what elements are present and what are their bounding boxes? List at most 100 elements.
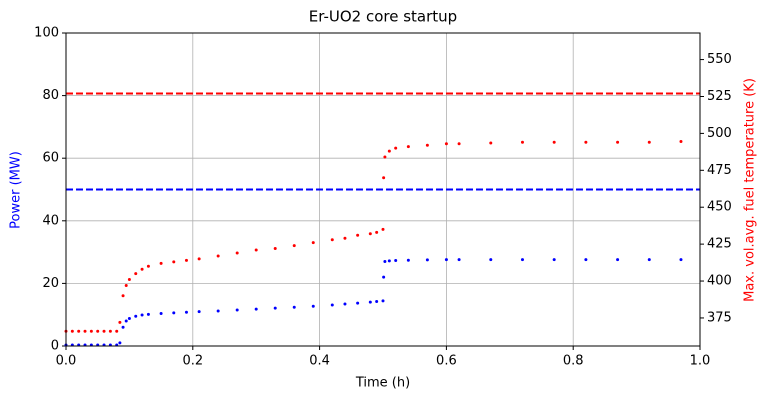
data-point [489, 258, 493, 262]
data-point [273, 247, 277, 251]
data-point [159, 311, 163, 315]
data-point [584, 140, 588, 144]
y2-tick-label: 525 [707, 89, 732, 104]
y-tick-label: 60 [42, 151, 59, 166]
data-point [368, 300, 372, 304]
x-tick-label: 0.8 [563, 354, 584, 369]
data-point [375, 230, 379, 234]
data-point [254, 307, 258, 311]
data-point [616, 140, 620, 144]
data-point [343, 236, 347, 240]
data-point [330, 238, 334, 242]
plot-frame [65, 32, 701, 347]
data-point [457, 258, 461, 262]
data-point [184, 258, 188, 262]
data-point [406, 145, 410, 149]
y2-tick-label: 475 [707, 163, 732, 178]
y-tick-label: 80 [42, 88, 59, 103]
y2-tick-label: 400 [707, 274, 732, 289]
data-point [552, 258, 556, 262]
data-point [584, 258, 588, 262]
data-point [140, 267, 144, 271]
data-point [124, 283, 128, 287]
data-point [124, 319, 128, 323]
data-point [146, 312, 150, 316]
data-point [311, 241, 315, 245]
y-tick-label: 0 [51, 339, 59, 354]
data-point [108, 329, 112, 333]
data-point [311, 304, 315, 308]
data-point [70, 329, 74, 333]
y-tick-label: 100 [34, 26, 59, 41]
data-point [489, 141, 493, 145]
data-point [381, 299, 385, 303]
data-point [96, 329, 100, 333]
data-point [121, 325, 125, 329]
data-point [292, 244, 296, 248]
data-point [375, 300, 379, 304]
data-point [330, 303, 334, 307]
data-point [444, 142, 448, 146]
data-point [121, 294, 125, 298]
data-point [134, 314, 138, 318]
data-point [235, 251, 239, 255]
data-point [343, 302, 347, 306]
data-point [382, 176, 386, 180]
data-point [292, 305, 296, 309]
data-point [127, 278, 131, 282]
y-tick-label: 40 [42, 213, 59, 228]
data-point [552, 140, 556, 144]
data-point [172, 260, 176, 264]
data-point [387, 149, 391, 153]
data-point [172, 311, 176, 315]
x-tick-label: 1.0 [690, 354, 711, 369]
x-tick-label: 0.6 [436, 354, 457, 369]
data-point [102, 329, 106, 333]
data-point [235, 308, 239, 312]
data-point [146, 264, 150, 268]
data-point [383, 155, 387, 159]
data-point [184, 310, 188, 314]
chart-title: Er-UO2 core startup [309, 8, 457, 26]
data-point [127, 316, 131, 320]
data-point [457, 142, 461, 146]
data-point [89, 329, 93, 333]
data-point [356, 233, 360, 237]
y2-tick-label: 425 [707, 237, 732, 252]
data-point [394, 259, 398, 263]
data-point [254, 248, 258, 252]
data-point [425, 143, 429, 147]
data-point [444, 258, 448, 262]
data-point [273, 306, 277, 310]
data-point [616, 258, 620, 262]
x-tick-label: 0.2 [182, 354, 203, 369]
data-point [520, 258, 524, 262]
data-point [140, 313, 144, 317]
data-point [83, 329, 87, 333]
data-point [118, 341, 122, 345]
y2-tick-label: 450 [707, 200, 732, 215]
y2-tick-label: 500 [707, 126, 732, 141]
data-point [134, 272, 138, 276]
data-point [679, 258, 683, 262]
data-point [383, 259, 387, 263]
data-point [118, 320, 122, 324]
x-axis-label: Time (h) [355, 376, 410, 391]
data-point [381, 227, 385, 231]
data-point [647, 140, 651, 144]
data-point [520, 140, 524, 144]
data-point [368, 232, 372, 236]
data-point [394, 146, 398, 150]
data-point [406, 258, 410, 262]
data-point [387, 259, 391, 263]
data-point [216, 309, 220, 313]
y2-tick-label: 550 [707, 52, 732, 67]
data-point [356, 301, 360, 305]
data-point [115, 329, 119, 333]
data-point [77, 329, 81, 333]
y2-axis-label: Max. vol.avg. fuel temperature (K) [743, 78, 758, 302]
data-point [382, 275, 386, 279]
x-tick-label: 0.0 [56, 354, 77, 369]
